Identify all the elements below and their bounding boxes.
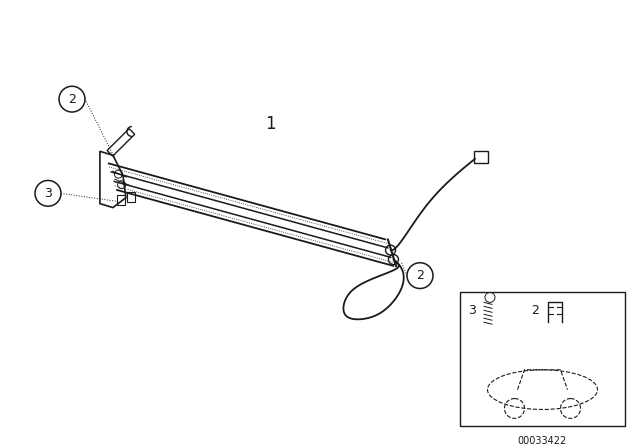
Text: 2: 2 (68, 93, 76, 106)
Text: 00033422: 00033422 (518, 436, 567, 446)
Text: 3: 3 (44, 187, 52, 200)
Text: 1: 1 (265, 115, 275, 133)
Text: 3: 3 (468, 304, 476, 317)
Text: 2: 2 (416, 269, 424, 282)
Text: 2: 2 (531, 304, 539, 317)
